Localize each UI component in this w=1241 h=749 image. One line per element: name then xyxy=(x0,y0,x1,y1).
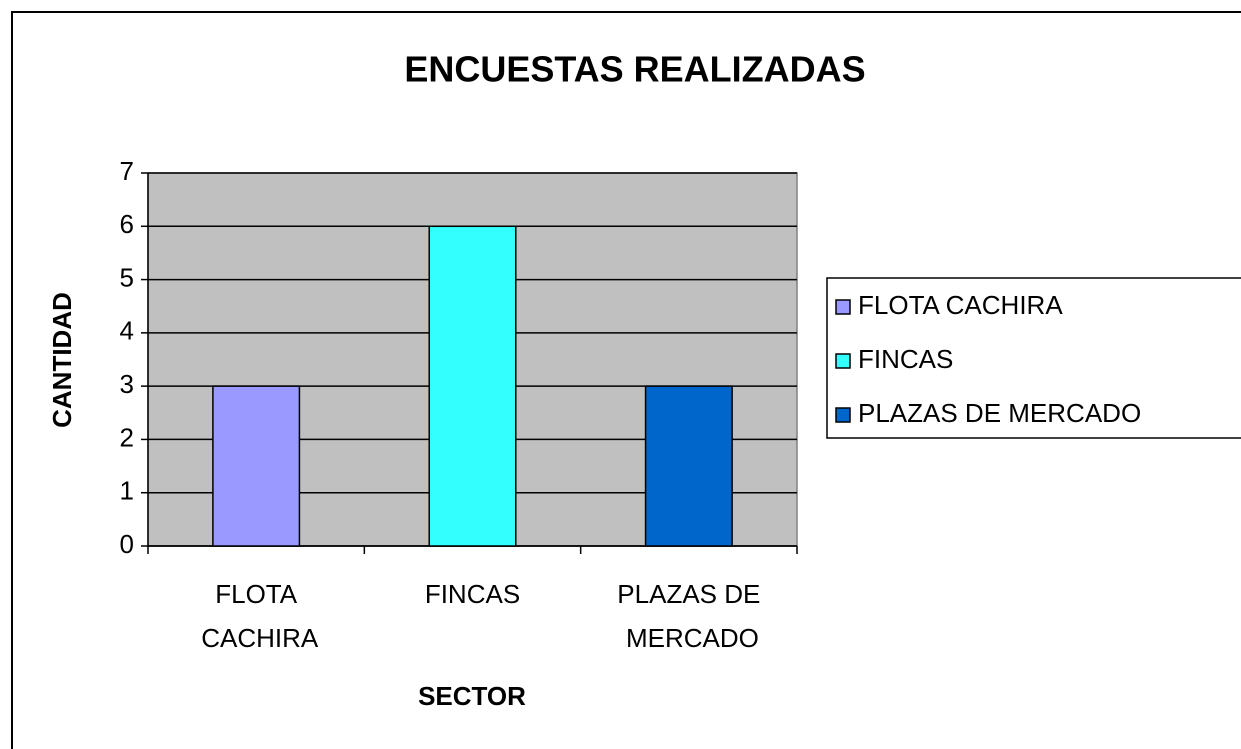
y-tick-label: 6 xyxy=(120,209,134,239)
legend-label: FLOTA CACHIRA xyxy=(858,290,1063,320)
y-tick-label: 4 xyxy=(120,316,134,346)
y-axis-title: CANTIDAD xyxy=(47,292,77,428)
y-tick-label: 0 xyxy=(120,529,134,559)
x-tick-label: PLAZAS DE MERCADO xyxy=(617,579,760,653)
legend-swatch xyxy=(835,353,851,369)
x-tick-label: FINCAS xyxy=(425,579,520,609)
bar xyxy=(644,385,733,547)
y-tick-label: 5 xyxy=(120,262,134,292)
legend-swatch xyxy=(835,299,851,315)
y-tick-label: 3 xyxy=(120,369,134,399)
x-tick-label: FLOTA CACHIRA xyxy=(194,579,319,653)
y-tick-label: 1 xyxy=(120,476,134,506)
legend-label: PLAZAS DE MERCADO xyxy=(858,398,1141,428)
x-axis-title: SECTOR xyxy=(418,681,526,711)
bar xyxy=(212,385,301,547)
legend-swatch xyxy=(835,407,851,423)
legend-box xyxy=(826,277,1241,439)
y-tick-label: 7 xyxy=(120,156,134,186)
legend-label: FINCAS xyxy=(858,344,953,374)
chart-title: ENCUESTAS REALIZADAS xyxy=(404,49,865,90)
y-tick-label: 2 xyxy=(120,422,134,452)
bar xyxy=(428,225,517,547)
